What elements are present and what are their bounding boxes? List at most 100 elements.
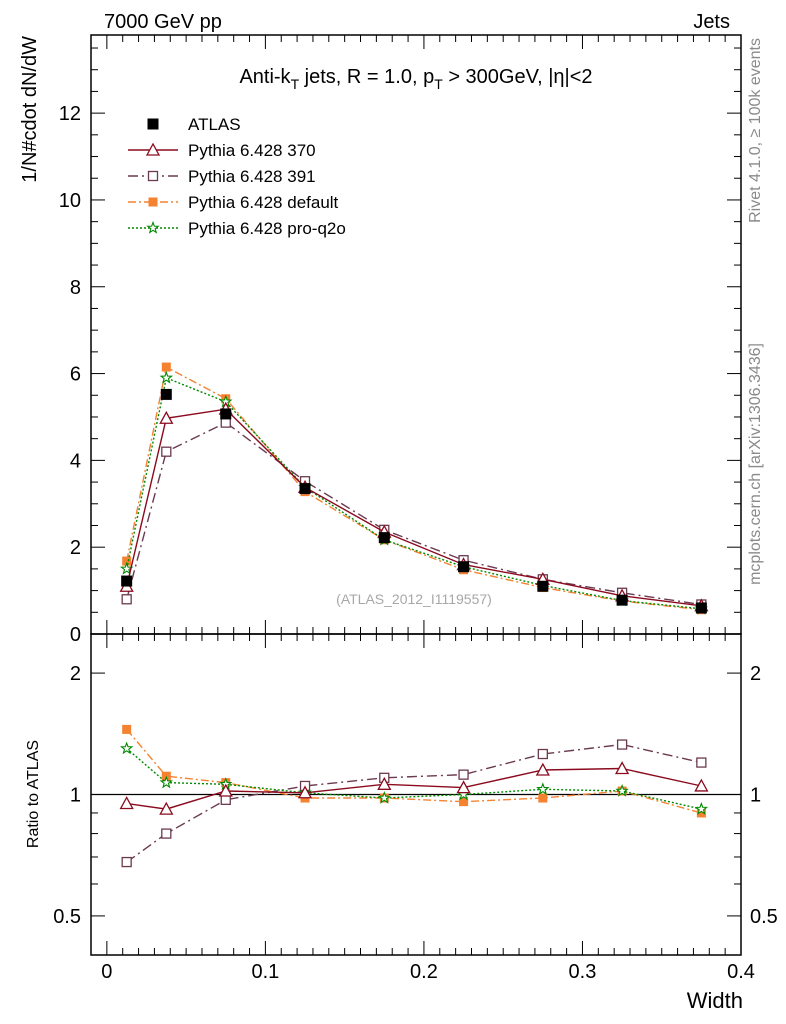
- ratio-ticks: 0 0.1 0.2 0.3 0.4 0.5 0.5 1 1 2 2: [53, 634, 778, 983]
- header-left: 7000 GeV pp: [104, 11, 222, 33]
- legend-entry-default: Pythia 6.428 default: [128, 193, 339, 212]
- main-line-p370: [126, 408, 702, 607]
- ratio-y-tick-label-right: 0.5: [750, 906, 778, 928]
- main-series-atlas: [121, 388, 707, 614]
- title-part-c: > 300GeV, |η|<2: [443, 66, 593, 88]
- ratio-series: [119, 724, 709, 868]
- ratio-line-p370: [126, 767, 702, 810]
- main-point-atlas: [160, 388, 172, 400]
- legend-marker-p370: [145, 142, 161, 156]
- legend-marker-p391: [147, 170, 159, 182]
- main-series-p391: [121, 417, 707, 610]
- ratio-point-p370: [218, 783, 233, 797]
- ratio-line-default: [126, 728, 702, 814]
- main-y-tick-label: 6: [70, 364, 81, 386]
- main-y-tick-label: 2: [70, 537, 81, 559]
- ratio-y-tick-label: 1: [70, 785, 81, 807]
- main-line-proq2o: [126, 376, 702, 610]
- main-y-tick-label: 10: [59, 190, 81, 212]
- main-series: [119, 362, 709, 615]
- watermark: (ATLAS_2012_I1119557): [336, 591, 492, 607]
- ratio-series-p391: [121, 739, 707, 868]
- main-series-p370: [119, 401, 709, 612]
- title-part-a: Anti-k: [239, 66, 291, 88]
- title-sub-b: T: [434, 76, 443, 92]
- legend-entry-p391: Pythia 6.428 391: [128, 167, 316, 186]
- header-right: Jets: [693, 11, 730, 33]
- main-point-atlas: [616, 594, 628, 606]
- legend-entry-proq2o: Pythia 6.428 pro-q2o: [128, 219, 346, 238]
- main-point-atlas: [378, 532, 390, 544]
- ratio-point-p391: [121, 856, 132, 868]
- ratio-point-p391: [696, 757, 707, 768]
- ratio-y-tick-label: 2: [70, 663, 81, 685]
- legend-label-proq2o: Pythia 6.428 pro-q2o: [188, 219, 346, 238]
- ratio-point-p391: [537, 748, 548, 760]
- ratio-point-default: [538, 793, 548, 803]
- main-point-atlas: [537, 580, 549, 592]
- main-point-p391: [220, 417, 231, 428]
- legend-label-default: Pythia 6.428 default: [188, 193, 339, 212]
- ratio-point-p370: [615, 761, 630, 775]
- ratio-point-p391: [458, 769, 469, 780]
- ratio-point-p391: [220, 794, 231, 805]
- legend-entry-atlas: ATLAS: [147, 115, 241, 134]
- main-point-p391: [121, 594, 132, 605]
- x-axis-label: Width: [687, 988, 743, 1013]
- ratio-point-p370: [694, 778, 709, 792]
- ratio-point-p370: [297, 785, 313, 799]
- legend-entry-p370: Pythia 6.428 370: [128, 141, 316, 160]
- ratio-series-proq2o: [119, 741, 709, 815]
- ratio-point-p370: [377, 776, 392, 790]
- rivet-label: Rivet 4.1.0, ≥ 100k events: [747, 38, 764, 223]
- main-y-tick-label: 0: [70, 624, 81, 646]
- ratio-point-p391: [616, 739, 628, 750]
- legend-label-p391: Pythia 6.428 391: [188, 167, 316, 186]
- title-part-b: jets, R = 1.0, p: [299, 66, 434, 88]
- ratio-point-proq2o: [377, 790, 392, 804]
- main-point-p370: [159, 410, 174, 424]
- title-sub-a: T: [291, 76, 300, 92]
- ratio-point-proq2o: [119, 741, 134, 755]
- x-tick-label: 0.3: [569, 961, 597, 983]
- mcplots-label: mcplots.cern.ch [arXiv:1306.3436]: [747, 343, 764, 585]
- main-y-label: 1/N#cdot dN/dW: [19, 36, 41, 183]
- legend-marker-proq2o: [146, 220, 160, 234]
- main-point-atlas: [299, 483, 311, 495]
- ratio-panel: 0 0.1 0.2 0.3 0.4 0.5 0.5 1 1 2 2 Ratio to ATLAS W…: [25, 633, 778, 1013]
- ratio-point-p370: [535, 762, 550, 776]
- main-series-default: [122, 362, 706, 615]
- x-tick-label: 0: [101, 961, 112, 983]
- ratio-point-p391: [161, 828, 172, 839]
- ratio-point-p370: [119, 796, 134, 810]
- main-point-p391: [161, 446, 172, 457]
- ratio-point-default: [459, 797, 469, 807]
- legend-marker-default: [148, 197, 158, 207]
- ratio-series-p370: [119, 761, 709, 815]
- main-point-atlas: [121, 575, 133, 587]
- ratio-point-p370: [159, 801, 174, 815]
- main-y-tick-label: 12: [59, 103, 81, 125]
- legend-label-p370: Pythia 6.428 370: [188, 141, 316, 160]
- main-series-proq2o: [119, 370, 709, 615]
- x-tick-label: 0.2: [410, 961, 438, 983]
- x-tick-label: 0.4: [727, 961, 755, 983]
- main-ticks: 0 2 4 6 8 10 12: [59, 35, 742, 646]
- main-line-default: [126, 366, 702, 611]
- legend-marker-atlas: [147, 118, 159, 130]
- main-point-proq2o: [159, 370, 174, 384]
- ratio-point-p370: [456, 780, 471, 794]
- main-y-tick-label: 4: [70, 450, 81, 472]
- ratio-point-default: [122, 724, 132, 734]
- ratio-point-proq2o: [159, 775, 174, 789]
- main-point-atlas: [220, 408, 232, 420]
- legend: ATLAS Pythia 6.428 370 Pythia 6.428 391 Pyt…: [128, 115, 346, 238]
- ratio-line-p391: [126, 743, 702, 863]
- ratio-point-proq2o: [536, 782, 550, 796]
- main-title: Anti-kT jets, R = 1.0, pT > 300GeV, |η|<…: [239, 66, 592, 92]
- main-point-atlas: [458, 561, 470, 573]
- ratio-y-label: Ratio to ATLAS: [25, 740, 42, 848]
- ratio-line-proq2o: [126, 747, 702, 810]
- ratio-point-proq2o: [694, 802, 709, 815]
